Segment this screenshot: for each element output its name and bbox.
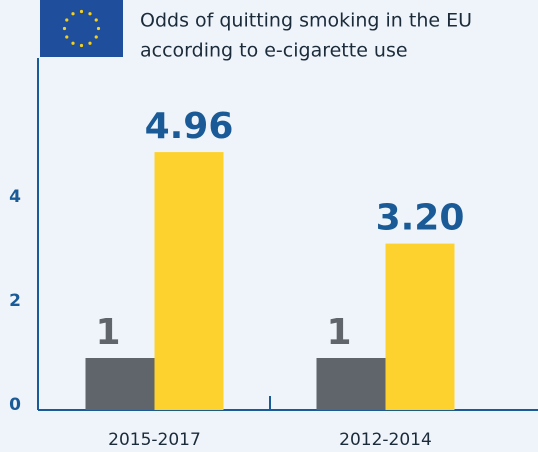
- chart-title: according to e-cigarette use: [140, 40, 408, 62]
- flag-star: [71, 12, 75, 16]
- bar: [85, 358, 155, 410]
- bar: [316, 358, 386, 410]
- y-tick-label: 0: [9, 395, 21, 415]
- bar: [154, 152, 224, 410]
- flag-star: [94, 18, 98, 22]
- flag-star: [88, 12, 92, 16]
- x-tick-label: 2015-2017: [108, 430, 201, 450]
- x-tick-label: 2012-2014: [339, 430, 432, 450]
- value-label: 3.20: [376, 198, 465, 239]
- flag-star: [71, 41, 75, 45]
- value-label: 4.96: [145, 106, 234, 147]
- value-label: 1: [327, 312, 352, 353]
- chart-title: Odds of quitting smoking in the EU: [140, 10, 472, 32]
- value-label: 1: [96, 312, 121, 353]
- flag-star: [94, 35, 98, 39]
- flag-stars: [62, 9, 101, 48]
- flag-star: [65, 35, 69, 39]
- bar: [385, 243, 455, 410]
- y-tick-label: 2: [9, 291, 21, 311]
- y-tick-label: 4: [9, 187, 21, 207]
- flag-star: [79, 43, 84, 48]
- flag-star: [88, 41, 92, 45]
- eu-flag: [40, 0, 123, 57]
- flag-star: [62, 26, 67, 31]
- flag-star: [79, 9, 84, 14]
- flag-field: [40, 0, 123, 57]
- flag-star: [65, 18, 69, 22]
- flag-star: [96, 26, 101, 31]
